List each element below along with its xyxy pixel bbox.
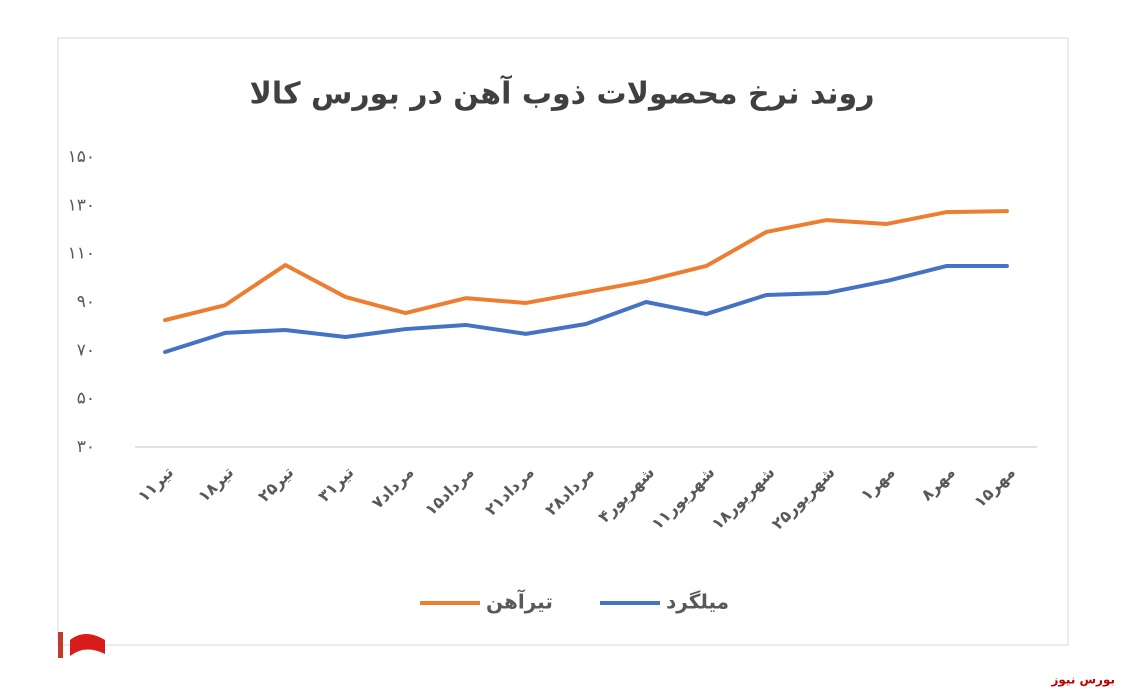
- y-tick-label: ۷۰: [77, 340, 95, 360]
- series-line: [163, 209, 1009, 323]
- y-tick-label: ۳۰: [77, 437, 95, 457]
- logo: [58, 632, 105, 658]
- y-tick-label: ۹۰: [77, 292, 95, 312]
- y-tick-label: ۱۱۰: [68, 244, 95, 264]
- legend-label: تیرآهن: [486, 589, 553, 614]
- series-line: [163, 263, 1009, 355]
- y-tick-label: ۱۵۰: [68, 147, 95, 167]
- watermark: بورس نیوز: [1050, 673, 1115, 688]
- legend-label: میلگرد: [666, 590, 729, 614]
- y-tick-label: ۵۰: [77, 389, 95, 409]
- chart-frame: [57, 37, 1069, 646]
- chart-title: روند نرخ محصولات ذوب آهن در بورس کالا: [250, 75, 875, 112]
- y-tick-label: ۱۳۰: [68, 195, 95, 215]
